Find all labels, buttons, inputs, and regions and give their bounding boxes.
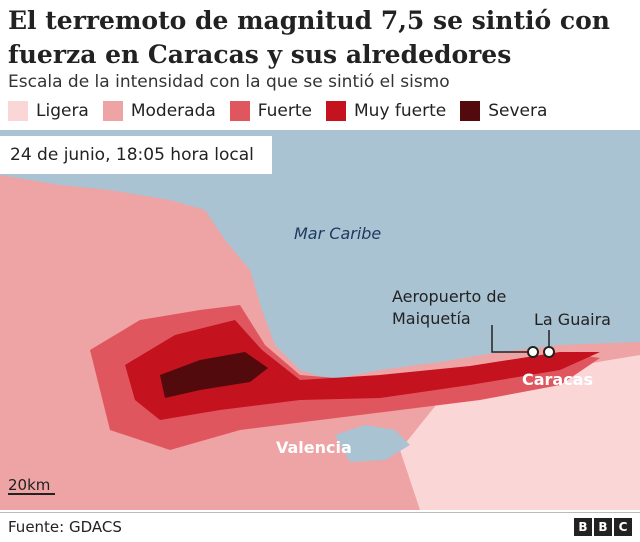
source: Fuente: GDACS: [8, 518, 122, 536]
legend-label: Muy fuerte: [354, 101, 447, 121]
city-label: La Guaira: [534, 310, 611, 329]
legend-item: Fuerte: [229, 101, 312, 121]
legend-swatch: [8, 101, 28, 121]
divider: [0, 512, 640, 513]
city-label: Caracas: [522, 370, 594, 389]
map: [0, 130, 640, 510]
scale-label: 20km: [8, 476, 51, 494]
logo-letter: C: [614, 518, 632, 536]
land-very-strong: [125, 320, 600, 420]
legend-swatch: [229, 101, 250, 121]
lake: [335, 425, 410, 462]
logo-letter: B: [594, 518, 612, 536]
sea-label: Mar Caribe: [294, 224, 382, 243]
land-severe: [160, 352, 268, 398]
date-label: 24 de junio, 18:05 hora local: [0, 136, 272, 174]
legend-item: Severa: [460, 101, 547, 121]
legend-item: Muy fuerte: [326, 101, 446, 121]
logo-letter: B: [574, 518, 592, 536]
legend-label: Fuerte: [257, 101, 312, 121]
legend-item: Moderada: [102, 101, 216, 121]
legend-label: Severa: [488, 101, 548, 121]
legend-swatch: [326, 101, 346, 121]
legend-swatch: [460, 101, 481, 121]
airport-marker: [527, 346, 539, 358]
subtitle: Escala de la intensidad con la que se si…: [8, 72, 450, 92]
legend: Ligera Moderada Fuerte Muy fuerte Severa: [8, 101, 547, 121]
airport-label: Aeropuerto de Maiquetía: [392, 287, 507, 328]
leader: [491, 325, 533, 353]
legend-label: Ligera: [36, 101, 89, 121]
city-marker: [543, 346, 555, 358]
legend-item: Ligera: [8, 101, 89, 121]
legend-label: Moderada: [130, 101, 216, 121]
title: El terremoto de magnitud 7,5 se sintió c…: [8, 6, 610, 69]
legend-swatch: [102, 101, 123, 121]
city-label: Valencia: [276, 438, 352, 457]
